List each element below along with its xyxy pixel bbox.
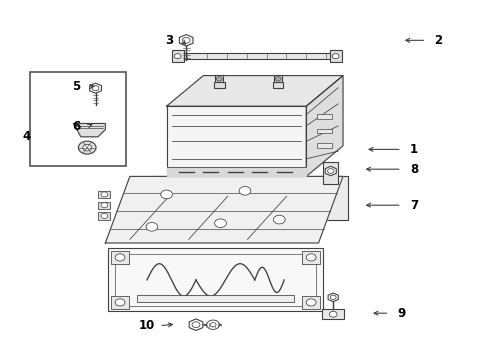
Polygon shape [167, 167, 306, 176]
Circle shape [332, 54, 339, 59]
Bar [98, 212, 110, 220]
Polygon shape [306, 76, 343, 176]
Bar [274, 75, 282, 82]
Bar [98, 191, 110, 198]
Circle shape [210, 323, 216, 327]
Bar [177, 53, 336, 59]
Text: 7: 7 [410, 199, 418, 212]
Circle shape [174, 54, 181, 59]
Text: 6: 6 [72, 120, 80, 132]
Circle shape [115, 299, 125, 306]
Bar [322, 309, 344, 319]
Text: 10: 10 [139, 319, 155, 332]
Bar [98, 202, 110, 209]
Circle shape [101, 192, 108, 197]
Bar [137, 295, 294, 302]
Text: 4: 4 [23, 130, 31, 143]
Circle shape [101, 213, 108, 219]
Circle shape [83, 144, 92, 151]
Bar [111, 251, 129, 264]
Polygon shape [167, 76, 343, 106]
Circle shape [215, 219, 226, 228]
Bar [214, 82, 224, 88]
Circle shape [306, 254, 316, 261]
Circle shape [182, 37, 190, 43]
Bar [302, 251, 320, 264]
Circle shape [330, 295, 336, 300]
Circle shape [161, 190, 172, 199]
Circle shape [306, 299, 316, 306]
Polygon shape [105, 176, 343, 243]
Bar [30, 72, 126, 166]
Bar [330, 50, 342, 62]
Circle shape [239, 186, 251, 195]
Text: 9: 9 [398, 307, 406, 320]
Circle shape [275, 77, 281, 81]
Bar [318, 143, 332, 148]
Circle shape [327, 168, 334, 174]
Polygon shape [154, 176, 348, 220]
Bar [318, 114, 332, 119]
Text: 2: 2 [435, 34, 442, 47]
Bar [172, 50, 184, 62]
Circle shape [217, 77, 222, 81]
Bar [111, 296, 129, 309]
Bar [318, 129, 332, 133]
Circle shape [273, 215, 285, 224]
Circle shape [329, 311, 337, 317]
Circle shape [115, 254, 125, 261]
Circle shape [146, 222, 158, 231]
Circle shape [101, 203, 108, 208]
Circle shape [92, 86, 99, 91]
Bar [323, 162, 338, 184]
Polygon shape [74, 123, 105, 137]
Text: 1: 1 [410, 143, 418, 156]
Circle shape [207, 320, 220, 329]
Polygon shape [167, 106, 306, 176]
Bar [272, 82, 283, 88]
Bar [108, 248, 323, 311]
Circle shape [78, 141, 96, 154]
Text: 8: 8 [410, 163, 418, 176]
Circle shape [192, 322, 200, 328]
Bar [216, 75, 223, 82]
Bar [302, 296, 320, 309]
Text: 3: 3 [165, 34, 173, 47]
Bar [115, 254, 316, 306]
Text: 5: 5 [72, 80, 80, 93]
